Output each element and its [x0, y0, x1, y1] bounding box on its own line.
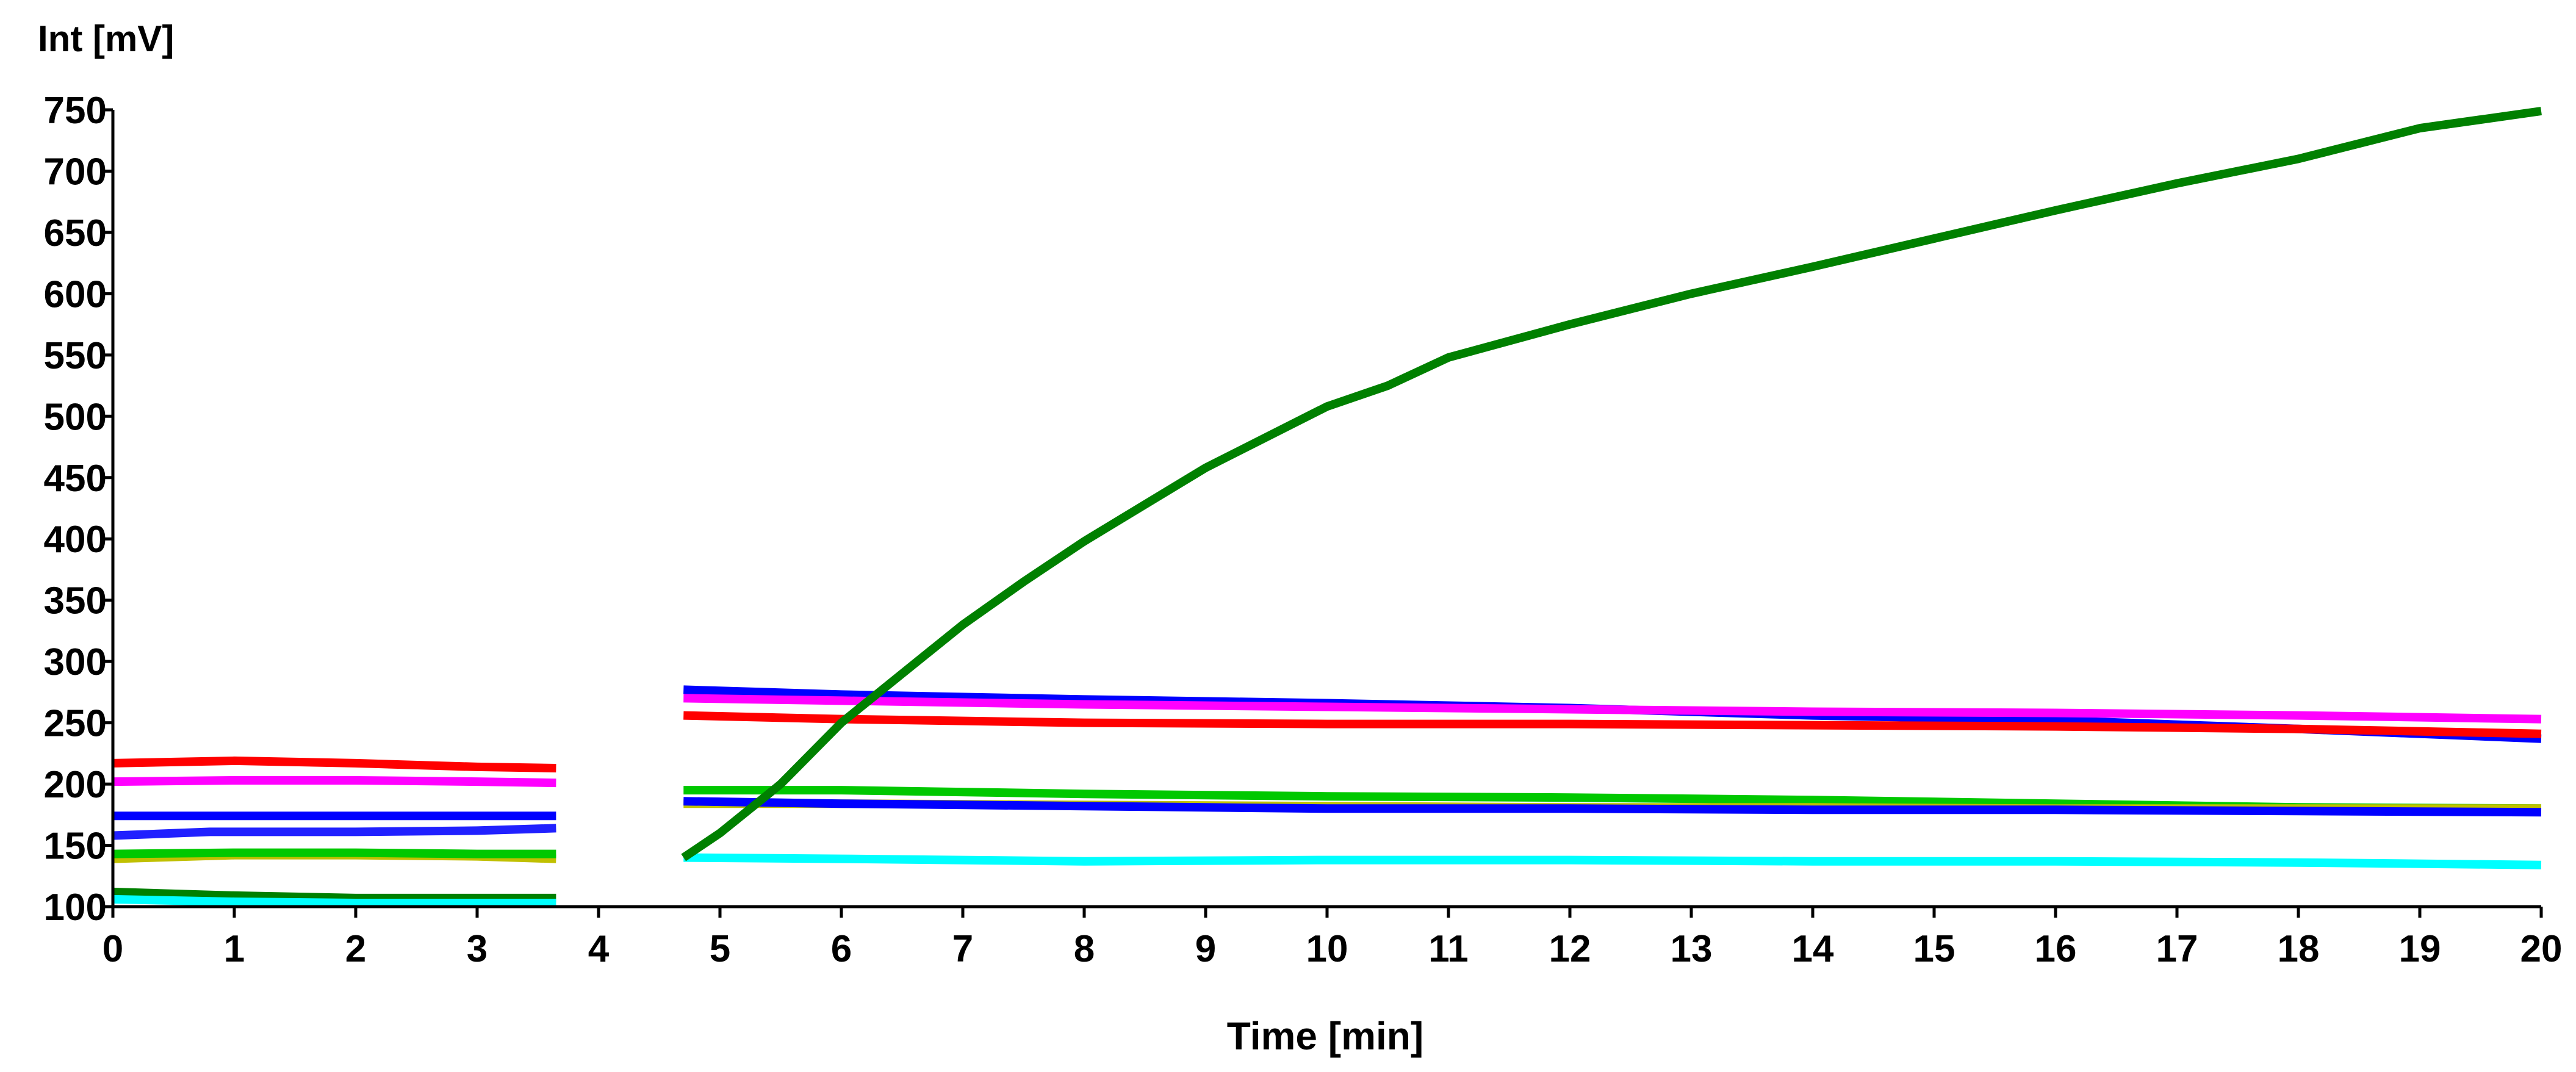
y-tick-label: 500 [44, 396, 107, 438]
y-axis-label: Int [mV] [38, 18, 174, 59]
series-layer [112, 107, 2542, 907]
x-tick-label: 11 [1428, 928, 1469, 970]
y-tick-label: 650 [44, 212, 107, 254]
x-tick-label: 12 [1549, 928, 1591, 970]
x-tick-label: 8 [1074, 928, 1095, 970]
x-tick-label: 18 [2278, 928, 2320, 970]
x-tick-label: 10 [1306, 928, 1348, 970]
x-tick-label: 20 [2520, 928, 2563, 970]
series-line-cyan-late [683, 853, 2542, 869]
x-axis-label: Time [min] [1227, 1014, 1423, 1058]
y-tick-label: 450 [44, 458, 107, 500]
y-tick-label: 550 [44, 335, 107, 377]
x-tick-label: 6 [831, 928, 852, 970]
y-tick-label: 100 [44, 887, 107, 929]
series-line-cyan-early [112, 894, 556, 907]
y-tick-label: 350 [44, 580, 107, 622]
series-line-green-early [112, 848, 556, 858]
x-tick-label: 1 [224, 928, 245, 970]
y-tick-label: 250 [44, 703, 107, 745]
y-tick-label: 200 [44, 764, 107, 806]
series-line-blue-late-b [683, 797, 2542, 817]
x-tick-label: 19 [2399, 928, 2441, 970]
x-tick-label: 2 [345, 928, 366, 970]
x-tick-label: 16 [2035, 928, 2077, 970]
x-tick-label: 3 [467, 928, 487, 970]
y-tick-label: 300 [44, 641, 107, 683]
x-tick-label: 14 [1792, 928, 1834, 970]
y-tick-label: 700 [44, 151, 107, 193]
series-line-magenta-late [683, 694, 2542, 724]
x-tick-label: 9 [1195, 928, 1216, 970]
y-tick-label: 600 [44, 273, 107, 315]
series-line-darkgreen-early [112, 887, 556, 902]
x-tick-label: 4 [588, 928, 610, 970]
x-tick-label: 13 [1671, 928, 1713, 970]
x-tick-label: 0 [103, 928, 123, 970]
ticks-layer: 0 1 2 3 4 5 6 7 8 9 10 11 12 13 14 15 16 17 18 19 2010015020… [44, 90, 2563, 970]
series-line-red-late [683, 711, 2542, 738]
y-tick-label: 400 [44, 519, 107, 561]
series-line-darkgreen-rise [681, 107, 2542, 862]
y-tick-label: 150 [44, 826, 107, 868]
series-line-red-early [112, 756, 556, 772]
x-tick-label: 15 [1913, 928, 1955, 970]
series-line-magenta-early [112, 776, 556, 788]
x-tick-label: 17 [2156, 928, 2198, 970]
x-tick-label: 7 [952, 928, 973, 970]
axes-layer [111, 110, 2541, 908]
series-line-blue-early-b [112, 824, 556, 840]
x-tick-label: 5 [710, 928, 730, 970]
y-tick-label: 750 [44, 90, 107, 132]
